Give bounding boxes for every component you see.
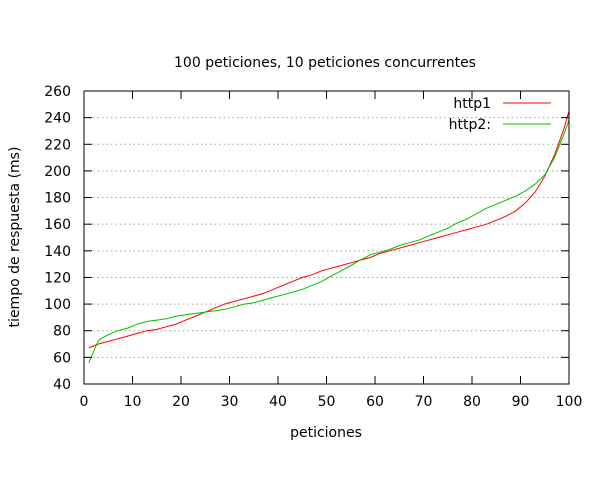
x-tick-label: 80 [463,394,481,410]
y-tick-label: 140 [44,244,71,260]
chart-title: 100 peticiones, 10 peticiones concurrent… [174,55,476,71]
y-tick-label: 160 [44,217,71,233]
x-tick-label: 100 [556,394,583,410]
x-tick-label: 60 [366,394,384,410]
y-tick-label: 220 [44,137,71,153]
x-tick-label: 90 [512,394,530,410]
y-tick-label: 80 [53,324,71,340]
x-tick-label: 10 [124,394,142,410]
x-tick-label: 40 [269,394,287,410]
series-line-2 [88,120,570,363]
axis-tick-labels: 40 60 80 100 120 140 160 180 200 220 240 260 0 10 20 30… [44,84,582,410]
y-tick-label: 60 [53,350,71,366]
series-line-1 [88,110,570,349]
legend-label-2: http2: [449,117,491,133]
series-layer [88,110,570,363]
x-axis-label: peticiones [290,425,362,441]
x-tick-label: 70 [415,394,433,410]
x-tick-label: 30 [221,394,239,410]
y-tick-label: 260 [44,84,71,100]
axis-ticks [83,90,570,385]
x-tick-label: 0 [80,394,89,410]
plot-frame [83,90,570,385]
y-axis-label: tiempo de respuesta (ms) [7,147,23,328]
x-tick-label: 50 [318,394,336,410]
y-tick-label: 180 [44,191,71,207]
y-tick-label: 100 [44,297,71,313]
legend-label-1: http1 [453,96,491,112]
legend: http1 http2: [449,96,551,133]
y-tick-label: 40 [53,377,71,393]
x-tick-label: 20 [172,394,190,410]
grid [84,117,569,358]
y-tick-label: 200 [44,164,71,180]
y-tick-label: 240 [44,111,71,127]
y-tick-label: 120 [44,270,71,286]
